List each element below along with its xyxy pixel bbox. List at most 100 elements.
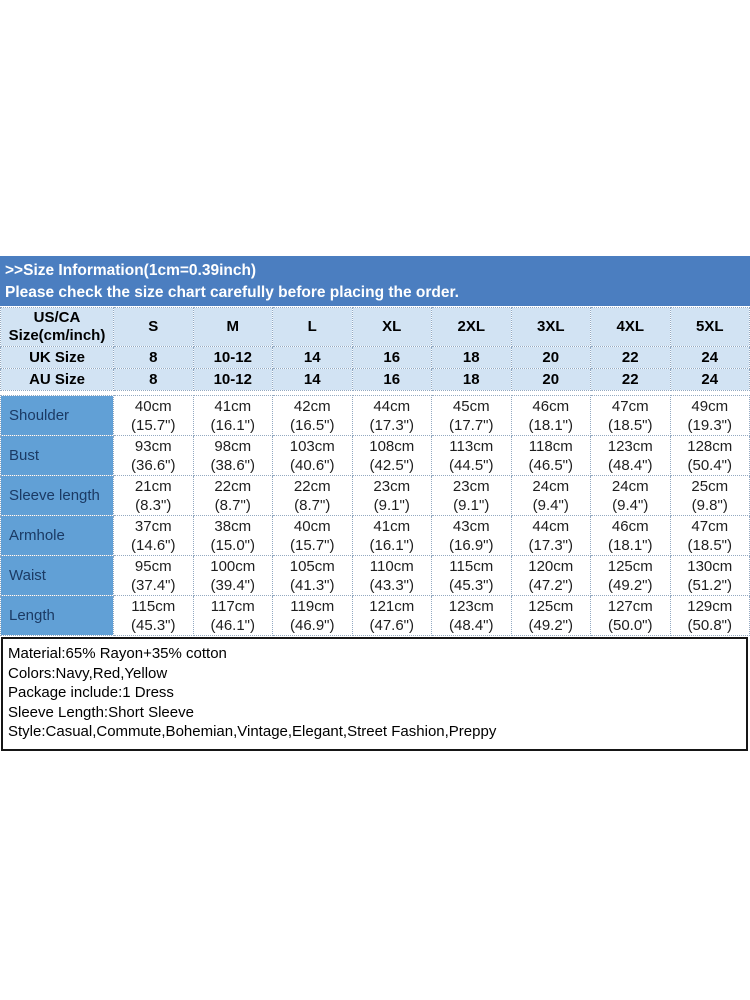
measurement-cm: 105cm [289,557,335,575]
measurement-inch: (8.7") [294,496,331,514]
size-value-cell: 10-12 [192,346,273,369]
measurement-cm: 110cm [369,557,414,575]
table-row: US/CA Size(cm/inch) S M L XL 2XL 3XL 4XL 5XL [0,307,750,347]
measurement-cm: 24cm [532,477,570,495]
size-value-cell: 14 [272,346,353,369]
measurement-cell: 128cm (50.4") [669,435,750,476]
measurement-cell: 21cm (8.3") [113,475,194,516]
measurement-inch: (47.2") [528,576,573,594]
measurement-inch: (51.2") [687,576,732,594]
measurement-inch: (16.9") [448,536,494,554]
measurement-inch: (41.3") [289,576,335,594]
measurement-inch: (15.0") [210,536,255,554]
measurement-cell: 45cm (17.7") [431,395,512,436]
measurement-cm: 120cm [528,557,574,575]
size-column-header: 4XL [590,307,671,347]
product-details-box: Material:65% Rayon+35% cotton Colors:Navy… [1,637,748,751]
measurement-cm: 40cm [134,397,172,415]
measurement-cell: 105cm (41.3") [272,555,353,596]
measurement-cm: 38cm [214,517,252,535]
table-row: Waist 95cm (37.4") 100cm (39.4") 105cm (41.3")… [0,555,750,596]
measurement-inch: (19.3") [687,416,732,434]
measurement-inch: (50.0") [607,616,653,634]
measurement-cell: 98cm (38.6") [192,435,273,476]
measurement-cm: 49cm [691,397,729,415]
measurement-inch: (44.5") [448,456,494,474]
measurement-inch: (49.2") [607,576,653,594]
measurement-cm: 43cm [452,517,490,535]
size-column-header: XL [351,307,432,347]
measurement-cm: 40cm [293,517,331,535]
measurement-cell: 44cm (17.3") [510,515,591,556]
measurement-cell: 123cm (48.4") [431,595,512,636]
measurement-cm: 125cm [528,597,574,615]
measurement-cm: 130cm [687,557,733,575]
measurement-inch: (17.7") [448,416,494,434]
banner-subtitle: Please check the size chart carefully be… [5,284,459,301]
measurement-cell: 23cm (9.1") [351,475,432,516]
measurement-cell: 22cm (8.7") [272,475,353,516]
size-value-cell: 20 [510,346,591,369]
size-chart-table: US/CA Size(cm/inch) S M L XL 2XL 3XL 4XL 5XL UK Si… [0,307,750,636]
measurement-inch: (15.7") [130,416,176,434]
measurement-cm: 25cm [691,477,729,495]
measurement-inch: (8.3") [135,496,172,514]
measurement-cm: 93cm [134,437,172,455]
measurement-cm: 45cm [452,397,490,415]
corner-header-line: US/CA [33,309,81,326]
measurement-cm: 21cm [134,477,172,495]
measurement-inch: (18.5") [607,416,653,434]
detail-line: Style:Casual,Commute,Bohemian,Vintage,El… [8,723,497,740]
measurement-inch: (18.5") [687,536,732,554]
detail-line: Sleeve Length:Short Sleeve [8,703,194,721]
measurement-inch: (9.1") [453,496,490,514]
table-row: UK Size 8 10-12 14 16 18 20 22 24 [0,346,750,369]
measurement-cm: 108cm [369,437,415,455]
row-label: Shoulder [0,395,114,436]
measurement-inch: (17.3") [528,536,573,554]
measurement-cm: 123cm [448,597,494,615]
measurement-cm: 46cm [611,517,649,535]
measurement-cell: 115cm (45.3") [431,555,512,596]
measurement-inch: (17.3") [369,416,414,434]
measurement-cm: 22cm [214,477,252,495]
measurement-inch: (14.6") [130,536,176,554]
measurement-cell: 24cm (9.4") [510,475,591,516]
measurement-cm: 23cm [373,477,411,495]
measurement-inch: (47.6") [369,616,414,634]
measurement-cell: 113cm (44.5") [431,435,512,476]
measurement-cell: 37cm (14.6") [113,515,194,556]
size-column-header: M [192,307,273,347]
measurement-cell: 44cm (17.3") [351,395,432,436]
size-value-cell: 20 [510,368,591,391]
measurement-cm: 22cm [293,477,331,495]
measurement-cell: 120cm (47.2") [510,555,591,596]
measurement-cell: 115cm (45.3") [113,595,194,636]
measurement-inch: (8.7") [214,496,251,514]
table-row: Bust 93cm (36.6") 98cm (38.6") 103cm (40.6") 10… [0,435,750,476]
measurement-cm: 117cm [210,597,255,615]
size-column-header: 5XL [669,307,750,347]
measurement-inch: (43.3") [369,576,414,594]
measurement-cm: 115cm [131,597,176,615]
measurement-cm: 42cm [293,397,331,415]
row-label: Armhole [0,515,114,556]
size-value-cell: 24 [669,368,750,391]
measurement-cell: 117cm (46.1") [192,595,273,636]
measurement-inch: (37.4") [130,576,176,594]
measurement-inch: (48.4") [607,456,653,474]
size-value-cell: 18 [431,368,512,391]
measurement-cm: 44cm [532,517,570,535]
measurement-cell: 110cm (43.3") [351,555,432,596]
measurement-cell: 121cm (47.6") [351,595,432,636]
size-column-header: 2XL [431,307,512,347]
measurement-cm: 47cm [691,517,729,535]
measurement-cm: 100cm [210,557,256,575]
measurement-inch: (39.4") [210,576,255,594]
measurement-inch: (46.1") [210,616,255,634]
size-value-cell: 14 [272,368,353,391]
measurement-cell: 119cm (46.9") [272,595,353,636]
size-info-banner: >>Size Information(1cm=0.39inch) Please … [0,256,750,306]
measurement-cm: 129cm [687,597,733,615]
